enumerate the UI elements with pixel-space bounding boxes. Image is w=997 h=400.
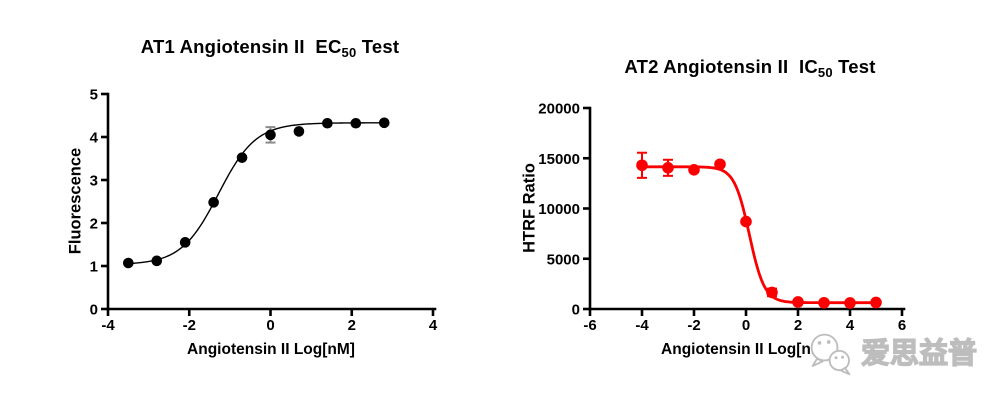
- x-tick-label: -4: [635, 317, 649, 334]
- y-tick-label: 2: [90, 216, 98, 233]
- y-tick-label: 5000: [547, 251, 580, 268]
- y-tick-label: 1: [90, 259, 98, 276]
- data-point: [844, 297, 856, 309]
- chart2-title-main: AT2 Angiotensin II IC: [624, 56, 818, 77]
- data-point: [265, 129, 276, 141]
- chart1-x-axis-label: Angiotensin II Log[nM]: [187, 341, 355, 358]
- data-point: [293, 126, 305, 137]
- y-tick-label: 15000: [538, 151, 580, 168]
- data-point: [792, 296, 804, 308]
- x-tick-label: -2: [183, 317, 196, 334]
- chart1-y-axis-label: Fluorescence: [66, 147, 85, 255]
- data-point: [662, 161, 674, 174]
- data-point: [179, 237, 191, 248]
- chart1-title-tail: Test: [356, 36, 400, 57]
- chart-1-fit-curve: [128, 122, 385, 265]
- data-point: [350, 117, 362, 129]
- data-point: [378, 117, 390, 129]
- wechat-eyes: [817, 340, 845, 360]
- y-tick-label: 0: [572, 302, 580, 319]
- data-point: [236, 152, 248, 163]
- data-point: [208, 197, 219, 208]
- x-tick-label: -6: [583, 317, 596, 334]
- y-tick-label: 4: [90, 130, 99, 147]
- chart2-title-tail: Test: [832, 56, 876, 77]
- y-tick-label: 20000: [538, 101, 580, 118]
- chart2-y-axis-label: HTRF Ratio: [520, 163, 539, 253]
- chart2-x-axis-label: Angiotensin II Log[nM]: [661, 341, 829, 358]
- y-tick-label: 10000: [538, 201, 580, 218]
- y-tick-label: 5: [90, 87, 98, 104]
- data-point: [636, 159, 648, 172]
- chart1-title-subscript: 50: [341, 45, 357, 60]
- watermark-text: 爱思益普: [860, 337, 978, 370]
- wechat-logo-icon: [810, 333, 851, 376]
- x-tick-label: -2: [687, 317, 700, 334]
- y-tick-label: 3: [90, 173, 98, 190]
- chart-2-fit-curve: [642, 165, 878, 305]
- data-point: [740, 215, 752, 228]
- x-tick-label: 2: [348, 317, 356, 334]
- data-point: [818, 296, 830, 309]
- data-point: [151, 255, 163, 267]
- chart1-title-main: AT1 Angiotensin II EC: [140, 36, 342, 57]
- chart-1-group: -4 -2 0 2 4 0 1 2 3 4 5: [90, 87, 438, 335]
- x-tick-label: 4: [846, 317, 855, 334]
- chart2-title: AT2 Angiotensin II IC50 Test: [624, 56, 876, 80]
- chart2-title-subscript: 50: [817, 65, 833, 80]
- data-point: [123, 257, 134, 269]
- y-tick-label: 0: [90, 302, 98, 319]
- x-tick-label: 2: [794, 317, 802, 334]
- x-tick-label: 4: [429, 317, 438, 334]
- data-point: [714, 158, 726, 171]
- watermark: 爱思益普: [806, 330, 978, 378]
- x-tick-label: 0: [266, 317, 274, 334]
- chart-2-group: -6 -4 -2 0 2 4 6 0 5000 10000 15000 20000: [538, 101, 906, 335]
- x-tick-label: -4: [101, 317, 115, 334]
- x-tick-label: 6: [898, 317, 906, 334]
- x-tick-label: 0: [742, 317, 750, 334]
- chart1-title: AT1 Angiotensin II EC50 Test: [140, 36, 400, 60]
- data-point: [322, 117, 333, 129]
- data-point: [688, 164, 700, 176]
- data-point: [766, 286, 778, 299]
- data-point: [870, 296, 882, 309]
